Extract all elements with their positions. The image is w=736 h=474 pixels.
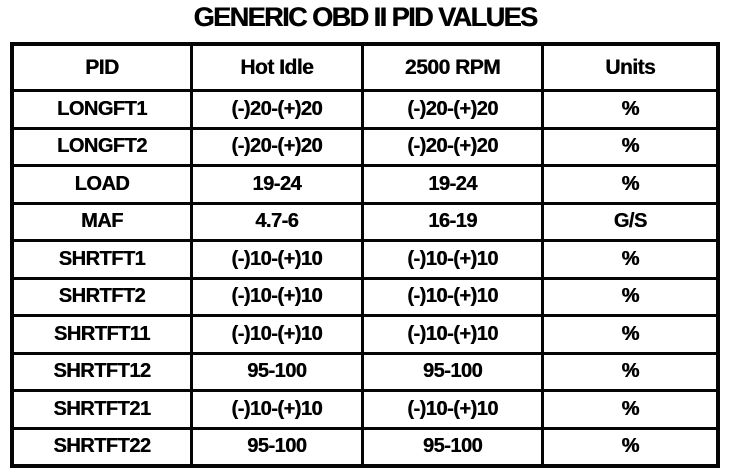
hot-idle-cell: 4.7-6 [189,201,364,242]
rpm-cell: 95-100 [360,351,545,392]
pid-cell: MAF [10,201,193,242]
hot-idle-cell: (-)10-(+)10 [189,239,364,280]
rpm-cell: (-)20-(+)20 [360,126,545,167]
rpm-cell: (-)10-(+)10 [360,239,545,280]
rpm-cell: (-)10-(+)10 [360,276,545,317]
rpm-cell: 16-19 [360,201,545,242]
hot-idle-cell: (-)10-(+)10 [189,276,364,317]
units-cell: % [541,126,720,167]
hot-idle-cell: (-)20-(+)20 [189,89,364,130]
table-row: MAF 4.7-6 16-19 G/S [10,201,720,242]
pid-cell: LONGFT2 [10,126,193,167]
rpm-cell: 95-100 [360,426,545,468]
hot-idle-cell: 95-100 [189,351,364,392]
table-header-row: PID Hot Idle 2500 RPM Units [10,42,720,92]
units-cell: % [541,351,720,392]
hot-idle-cell: (-)20-(+)20 [189,126,364,167]
rpm-cell: (-)10-(+)10 [360,389,545,430]
hot-idle-cell: 19-24 [189,164,364,205]
pid-cell: LONGFT1 [10,89,193,130]
pid-cell: LOAD [10,164,193,205]
table-row: SHRTFT2 (-)10-(+)10 (-)10-(+)10 % [10,276,720,317]
table-row: SHRTFT12 95-100 95-100 % [10,351,720,392]
pid-cell: SHRTFT22 [10,426,193,468]
table-row: LOAD 19-24 19-24 % [10,164,720,205]
rpm-cell: (-)20-(+)20 [360,89,545,130]
pid-values-table: PID Hot Idle 2500 RPM Units LONGFT1 (-)2… [10,42,720,468]
units-cell: G/S [541,201,720,242]
table-row: SHRTFT1 (-)10-(+)10 (-)10-(+)10 % [10,239,720,280]
pid-cell: SHRTFT1 [10,239,193,280]
pid-cell: SHRTFT2 [10,276,193,317]
table-row: SHRTFT21 (-)10-(+)10 (-)10-(+)10 % [10,389,720,430]
units-cell: % [541,389,720,430]
table-row: SHRTFT11 (-)10-(+)10 (-)10-(+)10 % [10,314,720,355]
page-title: GENERIC OBD II PID VALUES [193,2,538,32]
column-header-pid: PID [10,42,193,92]
rpm-cell: 19-24 [360,164,545,205]
column-header-units: Units [541,42,720,92]
rpm-cell: (-)10-(+)10 [360,314,545,355]
pid-cell: SHRTFT12 [10,351,193,392]
table-row: SHRTFT22 95-100 95-100 % [10,426,720,468]
units-cell: % [541,89,720,130]
units-cell: % [541,164,720,205]
pid-cell: SHRTFT21 [10,389,193,430]
units-cell: % [541,426,720,468]
table-row: LONGFT1 (-)20-(+)20 (-)20-(+)20 % [10,89,720,130]
column-header-2500-rpm: 2500 RPM [360,42,545,92]
hot-idle-cell: 95-100 [189,426,364,468]
column-header-hot-idle: Hot Idle [189,42,364,92]
units-cell: % [541,314,720,355]
units-cell: % [541,239,720,280]
hot-idle-cell: (-)10-(+)10 [189,389,364,430]
pid-cell: SHRTFT11 [10,314,193,355]
units-cell: % [541,276,720,317]
table-row: LONGFT2 (-)20-(+)20 (-)20-(+)20 % [10,126,720,167]
hot-idle-cell: (-)10-(+)10 [189,314,364,355]
